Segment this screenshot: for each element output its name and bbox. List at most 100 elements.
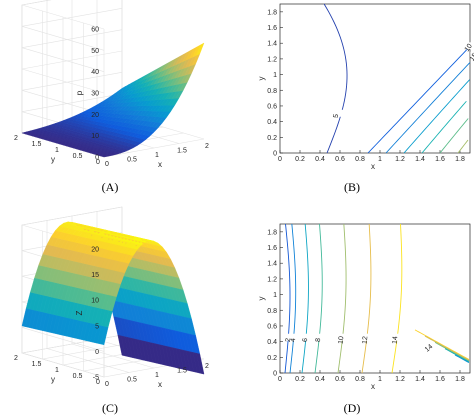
y-tick-label: 0 xyxy=(273,371,277,378)
x-tick-label: 1.5 xyxy=(177,148,187,155)
z-tick-label: 20 xyxy=(91,247,99,254)
y-tick-label: 0.4 xyxy=(267,339,277,346)
y-tick-label: 0.2 xyxy=(267,135,277,142)
x-tick-label: 0 xyxy=(105,161,109,168)
z-tick-label: 60 xyxy=(91,27,99,34)
contour-label-bg xyxy=(470,51,474,59)
x-tick-label: 0 xyxy=(278,376,282,383)
y-axis-label: y xyxy=(257,77,266,81)
contour-line xyxy=(414,329,470,360)
x-axis-label: x xyxy=(158,380,162,389)
x-axis-label: x xyxy=(371,382,375,391)
y-axis-label: y xyxy=(51,155,55,164)
z-axis-label: Z xyxy=(75,310,84,315)
y-tick-label: 1.4 xyxy=(267,41,277,48)
x-tick-label: 0.4 xyxy=(315,376,325,383)
x-tick-label: 1.8 xyxy=(455,376,465,383)
y-tick-label: 1.6 xyxy=(267,245,277,252)
contour-line xyxy=(391,223,403,374)
x-tick-label: 1 xyxy=(378,376,382,383)
contour-line xyxy=(301,223,309,374)
contour-line xyxy=(385,62,471,154)
x-tick-label: 0.6 xyxy=(335,156,345,163)
x-tick-label: 1.2 xyxy=(395,156,405,163)
x-tick-label: 1.6 xyxy=(435,376,445,383)
surface-patch xyxy=(196,352,205,375)
caption-c: (C) xyxy=(102,401,118,415)
contour-line xyxy=(337,223,347,374)
plot-area xyxy=(279,223,471,374)
x-tick-label: 0.2 xyxy=(295,156,305,163)
x-tick-label: 2 xyxy=(205,363,209,370)
contour-label: 15 xyxy=(469,52,474,62)
x-tick-label: 1 xyxy=(155,372,159,379)
z-tick-label: 10 xyxy=(91,133,99,140)
contour-line xyxy=(454,354,470,364)
contour-label: 6 xyxy=(302,338,309,343)
x-tick-label: 0 xyxy=(278,156,282,163)
z-axis-label: p xyxy=(75,90,84,95)
y-tick-label: 1.2 xyxy=(267,276,277,283)
contour-label: 8 xyxy=(315,338,322,343)
y-tick-label: 1.6 xyxy=(267,25,277,32)
contour-label: 12 xyxy=(362,336,370,344)
y-tick-label: 0.6 xyxy=(267,103,277,110)
y-tick-label: 1 xyxy=(55,367,59,374)
contour-label: 10 xyxy=(338,336,346,344)
contour-label-bg xyxy=(302,333,312,341)
y-tick-label: 2 xyxy=(14,135,18,142)
z-tick-label: 40 xyxy=(91,69,99,76)
z-tick-label: 20 xyxy=(91,112,99,119)
caption-a: (A) xyxy=(102,180,119,194)
contour-label-bg xyxy=(465,42,474,50)
x-tick-label: 1.5 xyxy=(177,368,187,375)
y-tick-label: 1 xyxy=(273,292,277,299)
x-tick-label: 0.8 xyxy=(355,156,365,163)
y-tick-label: 1.2 xyxy=(267,56,277,63)
contour-line xyxy=(284,223,291,374)
contour-label-bg xyxy=(362,333,372,341)
contour-line xyxy=(367,49,468,154)
x-tick-label: 0.6 xyxy=(335,376,345,383)
x-tick-label: 0.8 xyxy=(355,376,365,383)
contour-label: 4 xyxy=(290,338,297,343)
caption-b: (B) xyxy=(344,180,360,194)
x-tick-label: 1.4 xyxy=(415,156,425,163)
z-tick-label: 15 xyxy=(91,272,99,279)
panel-b-contour: 0 0.2 0.4 0.6 0.8 1 1.2 1.4 1.6 1.8 0 0.2 0.4 0.6 0.8 1… xyxy=(257,3,474,171)
contour-label-bg xyxy=(333,109,343,117)
contour-line xyxy=(314,223,323,374)
y-tick-label: 0 xyxy=(96,159,100,166)
y-tick-label: 1 xyxy=(273,72,277,79)
y-tick-label: 0.6 xyxy=(267,323,277,330)
y-tick-label: 0.5 xyxy=(73,373,83,380)
z-tick-label: 5 xyxy=(95,323,99,330)
x-tick-label: 1.4 xyxy=(415,376,425,383)
contour-line xyxy=(361,223,372,374)
contour-label: 5 xyxy=(333,113,341,118)
contour-label: 10 xyxy=(464,43,474,53)
x-tick-label: 1.8 xyxy=(455,156,465,163)
y-tick-label: 0.8 xyxy=(267,308,277,315)
y-tick-label: 1 xyxy=(55,147,59,154)
y-tick-label: 1.5 xyxy=(32,141,42,148)
contour-label: 14 xyxy=(392,336,400,344)
contour-label: 14 xyxy=(424,343,435,353)
x-tick-label: 0.2 xyxy=(295,376,305,383)
z-tick-label: 0 xyxy=(95,349,99,356)
panel-d-contour: 0 0.2 0.4 0.6 0.8 1 1.2 1.4 1.6 1.8 0 0.2 0.4 0.6 0.8 1… xyxy=(257,223,471,391)
surface-patch xyxy=(196,42,205,56)
z-tick-label: 50 xyxy=(91,48,99,55)
x-tick-label: 1.2 xyxy=(395,376,405,383)
z-tick-label: 10 xyxy=(91,298,99,305)
surface xyxy=(21,42,205,158)
surface xyxy=(21,221,205,375)
y-tick-label: 1.4 xyxy=(267,261,277,268)
x-tick-label: 1.6 xyxy=(435,156,445,163)
y-tick-label: 0 xyxy=(273,151,277,158)
contour-line xyxy=(421,100,467,154)
z-tick-label: 0 xyxy=(95,155,99,162)
x-tick-label: 0 xyxy=(105,381,109,388)
